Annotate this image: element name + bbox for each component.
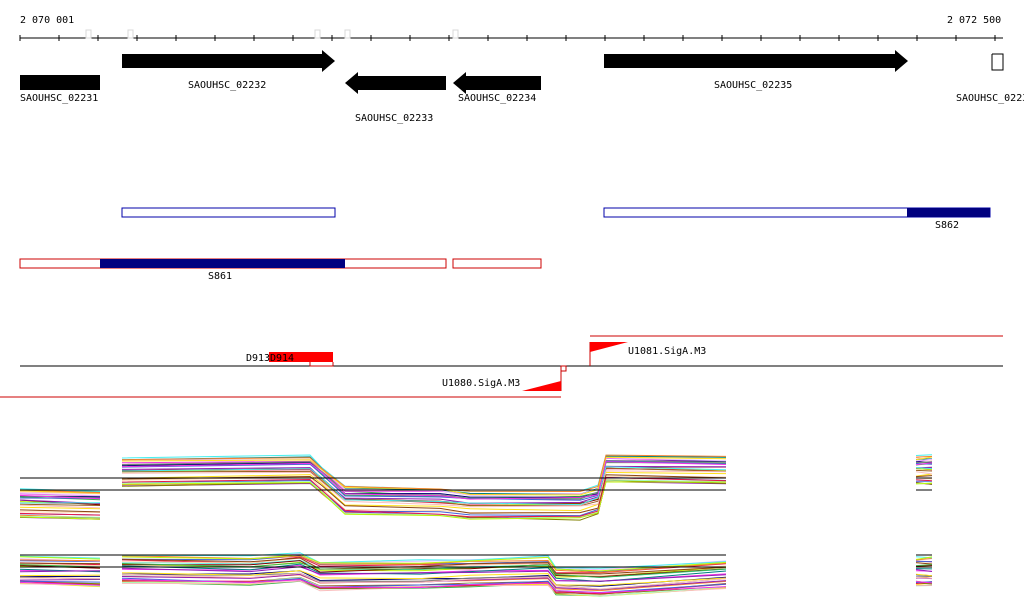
gene-saouhsc-02234[interactable]: SAOUHSC_02234 [453, 72, 541, 104]
feature-block [269, 352, 333, 362]
segment-track: S862 S861 [19, 207, 991, 282]
ruler-start-label: 2 070 001 [20, 15, 74, 26]
promoter-triangle [522, 381, 561, 391]
expression-line [19, 474, 933, 514]
feature-track: D913 D914 U1081.SigA.M3 U1080.SigA.M3 [0, 335, 1003, 398]
gene-saouhsc-02231[interactable]: SAOUHSC_02231 [20, 75, 100, 104]
segment-highlight [100, 259, 345, 268]
u1080-label: U1080.SigA.M3 [442, 378, 520, 389]
feature-u1081[interactable]: U1081.SigA.M3 [590, 342, 706, 357]
gene-label: SAOUHSC_02231 [20, 93, 98, 104]
segment-s861[interactable]: S861 [19, 258, 542, 282]
gene-label: SAOUHSC_02235 [714, 80, 792, 91]
expression-line [19, 468, 933, 506]
gene-label: SAOUHSC_02233 [355, 113, 433, 124]
gene-label: SAOUHSC_0223 [956, 93, 1024, 104]
expression-line [19, 455, 933, 496]
segment-highlight [907, 208, 990, 217]
expression-line [19, 557, 933, 575]
u1081-label: U1081.SigA.M3 [628, 346, 706, 357]
gene-saouhsc-0223x[interactable]: SAOUHSC_0223 [956, 53, 1024, 104]
expression-line [19, 481, 933, 520]
expression-line [19, 467, 933, 507]
expression-line [19, 479, 933, 521]
segment-label: S861 [208, 271, 232, 282]
promoter-triangle [590, 342, 628, 352]
expression-line [19, 481, 933, 520]
expression-line [19, 470, 933, 509]
segment-outline [121, 207, 336, 218]
gene-label: SAOUHSC_02234 [458, 93, 536, 104]
gene-arrow [604, 50, 908, 72]
expression-line [19, 579, 933, 594]
feature-u1080[interactable]: U1080.SigA.M3 [442, 365, 567, 391]
expression-line [19, 554, 933, 572]
expression-lines [19, 552, 933, 597]
ruler-markers [85, 29, 459, 39]
segment-outline [452, 258, 542, 269]
expression-line [19, 456, 933, 496]
expression-line [19, 476, 933, 518]
segment-label: S862 [935, 220, 959, 231]
segment-s862[interactable]: S862 [121, 207, 991, 231]
d913-label: D913 [246, 353, 270, 364]
gene-arrow [122, 50, 335, 72]
expression-line [19, 572, 933, 590]
ruler-ticks [19, 35, 996, 41]
gene-arrow [991, 53, 1004, 71]
feature-tail [309, 362, 334, 367]
expression-line [19, 555, 933, 573]
ruler-end-label: 2 072 500 [947, 15, 1001, 26]
d914-label: D914 [270, 353, 294, 364]
gene-saouhsc-02235[interactable]: SAOUHSC_02235 [604, 50, 908, 91]
gene-arrow [453, 72, 541, 94]
gene-label: SAOUHSC_02232 [188, 80, 266, 91]
feature-marker [560, 365, 567, 372]
expression-track-1 [19, 454, 933, 521]
feature-d913-d914[interactable]: D913 D914 [246, 352, 334, 367]
coordinate-ruler: 2 070 001 2 072 500 [19, 15, 1003, 41]
expression-line [19, 466, 933, 506]
expression-line [19, 570, 933, 586]
gene-track: SAOUHSC_02231 SAOUHSC_02232 SAOUHSC_0223… [20, 50, 1024, 124]
gene-arrow [345, 72, 446, 94]
gene-arrow [20, 75, 100, 90]
expression-lines [19, 454, 933, 521]
expression-track-2 [19, 552, 933, 597]
gene-saouhsc-02232[interactable]: SAOUHSC_02232 [122, 50, 335, 91]
expression-line [19, 566, 933, 582]
gene-saouhsc-02233[interactable]: SAOUHSC_02233 [345, 72, 446, 124]
